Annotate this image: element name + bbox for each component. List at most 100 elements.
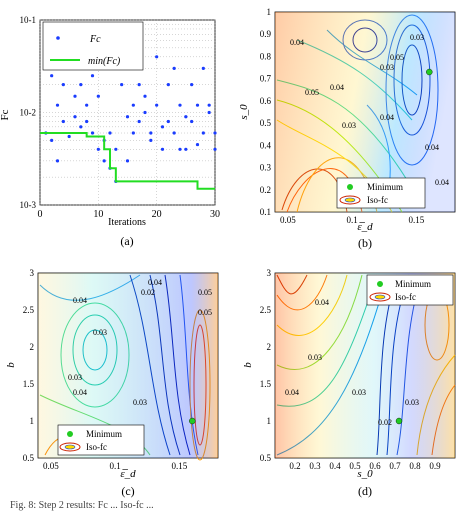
y-tick-label: 2.5 [260,305,272,315]
panel-d-xlabel: s_0 [357,468,373,480]
fc-data-point [50,74,54,78]
legend-min-fc-label: min(Fc) [88,56,121,67]
fc-data-point [207,103,211,107]
fc-data-point [73,115,77,119]
y-tick-label: 0.8 [260,51,272,61]
x-tick-label: 0.15 [172,461,188,471]
x-tick-label: 0.15 [409,215,425,225]
y-tick-label: 3 [30,268,35,278]
panel-c-contour-plot: 0.05 0.1 0.15 0.5 1 1.5 2 2.5 3 0.04 0.03 0.02 0.03… [5,268,219,498]
contour-label: 0.03 [68,373,82,382]
panel-b-legend-iso-fc: Iso-fc [367,195,388,205]
contour-label: 0.05 [198,308,212,317]
y-tick-label: 1 [267,7,272,17]
panel-a-ylabel: Fc [0,109,11,120]
y-tick-label: 2 [30,342,35,352]
x-tick-label: 30 [210,209,220,220]
panel-a-ticks: 0 10 20 30 10-3 10-2 10-1 [20,15,221,220]
legend-fc-marker [56,36,60,40]
y-tick-label: 0.2 [260,185,271,195]
fc-data-point [73,94,77,98]
x-tick-label: 0.1 [347,215,358,225]
panel-b-contour-plot: 0.05 0.1 0.150.10.20.30.40.50.60.70.80.91 … [238,7,456,250]
panel-d-caption: (d) [358,484,372,498]
fc-data-point [67,134,71,139]
fc-data-point [61,119,65,124]
fc-data-point [184,115,188,119]
y-tick-label: 0.1 [260,207,271,217]
panel-a-caption: (a) [120,234,133,248]
contour-label: 0.04 [73,296,87,305]
fc-data-point [149,138,153,142]
x-tick-label: 0.2 [289,461,300,471]
legend-iso-fc-icon [369,292,391,302]
fc-data-point [96,147,100,151]
x-tick-label: 0.05 [280,215,296,225]
contour-label: 0.03 [93,328,107,337]
contour-label: 0.03 [342,121,356,130]
x-tick-label: 10 [93,209,103,220]
x-tick-label: 0.05 [43,461,59,471]
y-tick-label: 2 [267,342,272,352]
legend-iso-fc-icon [59,442,81,452]
fc-data-point [114,147,118,151]
panel-b-ticks: 0.05 0.1 0.15 0.1 0.2 0.3 0.4 0.5 0.6 0.7 0.8 0.9 1 [260,7,425,225]
panel-b-legend: Minimum Iso-fc [336,177,426,209]
fc-data-point [79,125,83,129]
fc-data-point [137,83,141,87]
contour-label: 0.02 [141,288,155,297]
contour-label: 0.04 [380,113,394,122]
contour-label: 0.04 [425,143,439,152]
contour-label: 0.03 [352,388,366,397]
panel-b-contour-labels: 0.040.050.030.040.030.040.030.040.040.05 [290,33,449,187]
contour-label: 0.05 [305,88,319,97]
contour-label: 0.04 [330,83,344,92]
fc-data-point [166,83,170,87]
panel-b-xlabel: ε̅_d [357,221,373,233]
contour-label: 0.05 [198,288,212,297]
fc-data-point [160,125,165,129]
y-tick-label: 1 [30,416,35,426]
legend-minimum-marker [377,281,383,287]
fc-data-point [85,119,89,124]
contour-label: 0.03 [405,398,419,407]
y-tick-label: 10-1 [20,15,37,25]
fc-data-point [131,103,135,107]
y-tick-label: 0.3 [260,163,272,173]
y-tick-label: 0.5 [260,453,272,463]
fc-data-point [143,94,147,98]
fc-data-point [190,83,194,87]
y-tick-label: 10-3 [20,200,37,210]
contour-label: 0.05 [390,53,404,62]
fc-data-point [178,103,182,107]
x-tick-label: 0.7 [389,461,401,471]
contour-label: 0.03 [410,33,424,42]
contour-label: 0.04 [290,38,304,47]
y-tick-label: 2.5 [23,305,35,315]
fc-data-point [61,83,65,87]
fc-data-point [108,131,112,135]
fc-data-point [166,119,170,124]
panel-d-ylabel: b [242,362,254,368]
fc-data-point [184,147,188,151]
x-tick-label: 0.4 [329,461,341,471]
fc-data-point [55,159,60,163]
fc-data-point [149,131,153,135]
fc-data-point [201,66,205,70]
panel-c-xlabel: ε̅_d [120,468,136,480]
x-tick-label: 0.5 [349,461,361,471]
y-tick-label: 0.7 [260,74,272,84]
x-tick-label: 0.6 [369,461,381,471]
legend-iso-fc-icon [339,195,361,205]
contour-label: 0.03 [133,398,147,407]
contour-label: 0.04 [435,178,449,187]
x-tick-label: 0.1 [110,461,121,471]
fc-data-point [195,103,200,107]
fc-data-point [213,147,217,151]
panel-c-ticks: 0.05 0.1 0.15 0.5 1 1.5 2 2.5 3 [23,268,188,471]
y-tick-label: 0.5 [260,118,272,128]
y-tick-label: 1.5 [23,379,35,389]
panel-a-scatter-plot: 0 10 20 30 10-3 10-2 10-1 Fc min(Fc) Fc Iterat… [0,15,221,248]
fc-data-point [172,66,176,70]
panel-d-legend: Minimum Iso-fc [366,274,454,306]
